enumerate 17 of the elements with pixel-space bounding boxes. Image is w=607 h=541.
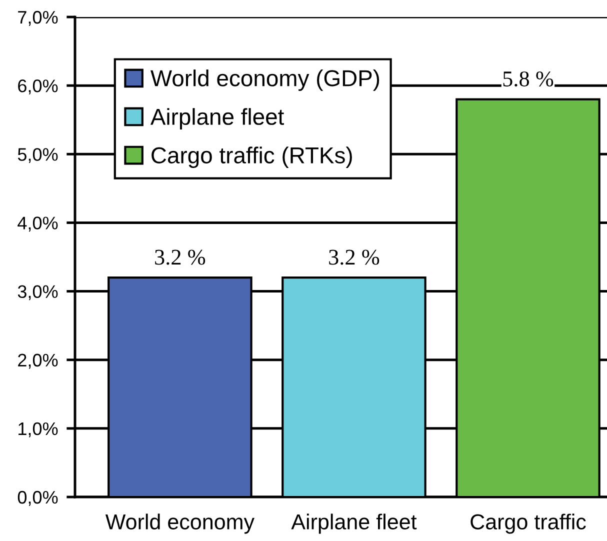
y-tick-label: 4,0% (18, 216, 58, 232)
x-tick-label: World economy (105, 514, 254, 534)
data-label: 3.2 % (155, 250, 206, 265)
y-tick-label: 0,0% (18, 490, 58, 506)
data-label: 3.2 % (329, 250, 380, 265)
legend-label: Airplane fleet (150, 108, 284, 130)
y-tick-label: 1,0% (18, 422, 58, 438)
y-tick-label: 7,0% (18, 10, 58, 26)
y-tick-label: 5,0% (18, 148, 58, 163)
data-label: 5.8 % (503, 71, 554, 87)
legend-label: Cargo traffic (RTKs) (152, 146, 352, 168)
legend-label: World economy (GDP) (150, 70, 380, 91)
x-tick-label: Cargo traffic (470, 514, 586, 534)
y-tick-label: 3,0% (18, 285, 58, 300)
y-tick-label: 2,0% (18, 354, 58, 369)
x-tick-label: Airplane fleet (291, 514, 417, 534)
y-tick-label: 6,0% (18, 80, 58, 94)
